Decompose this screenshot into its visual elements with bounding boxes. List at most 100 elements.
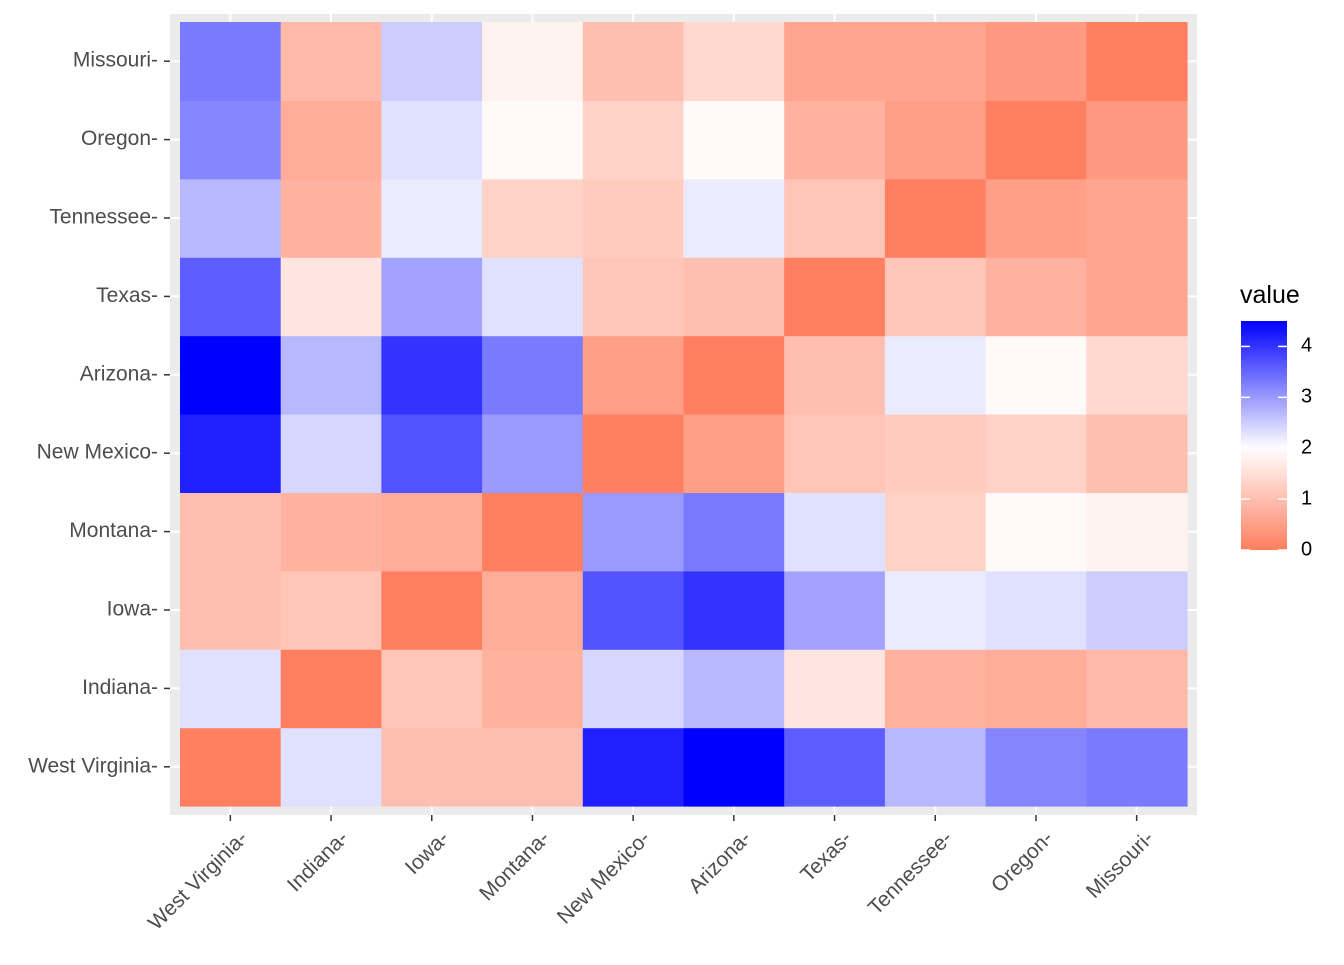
heatmap-cell xyxy=(280,100,382,180)
heatmap-cell xyxy=(381,492,483,572)
heatmap-cell xyxy=(784,492,886,572)
heatmap-cell xyxy=(280,257,382,337)
x-tick-label: Texas- xyxy=(796,826,856,886)
heatmap-cell xyxy=(381,335,483,415)
legend-label: 1 xyxy=(1301,487,1312,509)
heatmap-cell xyxy=(884,335,987,415)
heatmap-cell xyxy=(381,178,483,258)
y-tick-label: Oregon- xyxy=(81,127,158,150)
heatmap-cell xyxy=(280,178,382,258)
heatmap-cell xyxy=(280,570,382,650)
heatmap-cell xyxy=(683,22,785,101)
heatmap-cell xyxy=(180,100,282,180)
heatmap-cell xyxy=(1086,649,1188,729)
heatmap-cell xyxy=(985,570,1087,650)
heatmap-cell xyxy=(683,414,785,493)
heatmap-cell xyxy=(482,570,584,650)
heatmap-cell xyxy=(582,100,685,180)
heatmap-cell xyxy=(280,492,382,572)
heatmap-cell xyxy=(582,492,685,572)
heatmap-cell xyxy=(582,570,685,650)
heatmap-cell xyxy=(381,570,483,650)
heatmap-cell xyxy=(784,727,886,807)
heatmap-cell xyxy=(381,100,483,180)
heatmap-cell xyxy=(884,570,987,650)
heatmap-cell xyxy=(482,649,584,729)
heatmap-cell xyxy=(683,100,785,180)
y-tick-label: Indiana- xyxy=(82,676,158,699)
heatmap-cell xyxy=(482,100,584,180)
x-tick-label: West Virginia- xyxy=(144,826,252,934)
heatmap-cell xyxy=(884,22,987,101)
heatmap-cell xyxy=(884,178,987,258)
heatmap-cell xyxy=(482,492,584,572)
heatmap-cell xyxy=(180,649,282,729)
heatmap-cell xyxy=(180,335,282,415)
legend-label: 4 xyxy=(1301,335,1312,357)
heatmap-cell xyxy=(582,22,685,101)
x-tick-label: Indiana- xyxy=(283,826,353,896)
heatmap-cell xyxy=(280,335,382,415)
x-tick-label: Arizona- xyxy=(684,826,756,898)
heatmap-cell xyxy=(180,257,282,337)
heatmap-cell xyxy=(381,414,483,493)
color-legend: value 0 1 2 3 4 xyxy=(1240,281,1312,560)
heatmap-cell xyxy=(582,649,685,729)
y-tick-label: Texas- xyxy=(96,284,158,307)
y-tick-label: New Mexico- xyxy=(37,441,158,464)
heatmap-cell xyxy=(381,649,483,729)
legend-label: 0 xyxy=(1301,538,1312,560)
y-tick-label: Arizona- xyxy=(80,362,158,385)
heatmap-cell xyxy=(1086,100,1188,180)
heatmap-cell xyxy=(683,178,785,258)
heatmap-cell xyxy=(582,414,685,493)
y-tick-label: Tennessee- xyxy=(49,206,158,229)
heatmap-cell xyxy=(784,414,886,493)
heatmap-cell xyxy=(784,335,886,415)
heatmap-cell xyxy=(180,492,282,572)
heatmap-cell xyxy=(784,570,886,650)
heatmap-cell xyxy=(985,649,1087,729)
heatmap-cell xyxy=(985,178,1087,258)
heatmap-cell xyxy=(985,257,1087,337)
heatmap-cell xyxy=(180,414,282,493)
heatmap-cell xyxy=(784,649,886,729)
heatmap-cell xyxy=(1086,178,1188,258)
heatmap-cell xyxy=(180,178,282,258)
heatmap-cell xyxy=(683,257,785,337)
heatmap-cell xyxy=(280,727,382,807)
heatmap-cell xyxy=(482,335,584,415)
legend-label: 3 xyxy=(1301,386,1312,408)
heatmap-cell xyxy=(1086,335,1188,415)
heatmap-cell xyxy=(180,570,282,650)
heatmap-cell xyxy=(381,257,483,337)
heatmap-cell xyxy=(985,22,1087,101)
heatmap-cell xyxy=(884,727,987,807)
legend-label: 2 xyxy=(1301,437,1312,459)
heatmap-cell xyxy=(1086,492,1188,572)
heatmap-cell xyxy=(1086,257,1188,337)
heatmap-cell xyxy=(884,414,987,493)
x-tick-label: New Mexico- xyxy=(553,826,655,928)
y-tick-label: West Virginia- xyxy=(28,754,158,777)
y-axis: West Virginia- Indiana- Iowa- Montana- New M… xyxy=(28,49,170,777)
heatmap-cell xyxy=(1086,22,1188,101)
heatmap-cell xyxy=(683,492,785,572)
x-tick-label: Oregon- xyxy=(987,826,1058,897)
legend-color-bar xyxy=(1241,321,1287,550)
heatmap-cell xyxy=(482,727,584,807)
heatmap-cell xyxy=(985,727,1087,807)
heatmap-cell xyxy=(784,22,886,101)
heatmap-cell xyxy=(1086,570,1188,650)
heatmap-cell xyxy=(683,727,785,807)
heatmap-cell xyxy=(1086,727,1188,807)
heatmap-cell xyxy=(381,22,483,101)
heatmap-cell xyxy=(884,492,987,572)
heatmap-cell xyxy=(280,414,382,493)
heatmap-cell xyxy=(884,257,987,337)
x-tick-label: Montana- xyxy=(475,826,554,905)
y-tick-label: Montana- xyxy=(69,519,158,542)
y-tick-label: Iowa- xyxy=(107,598,158,621)
heatmap-cell xyxy=(985,335,1087,415)
